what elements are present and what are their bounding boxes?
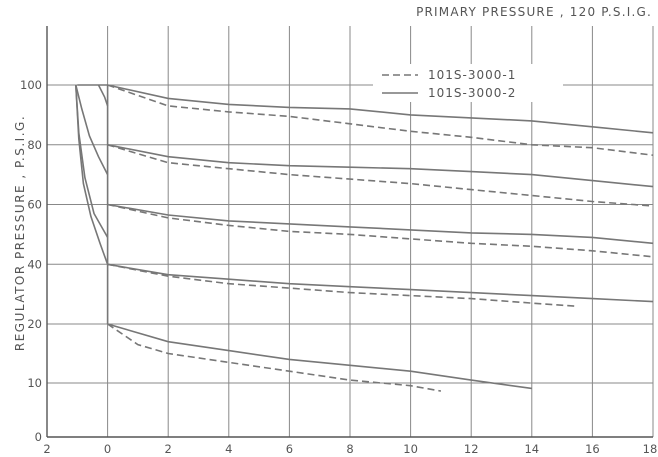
series-line-101s-3000-1 [107, 323, 442, 392]
y-tick-label: 60 [27, 198, 42, 212]
y-tick-label: 0 [35, 430, 42, 444]
legend: 101S-3000-1 101S-3000-2 [373, 64, 563, 102]
x-tick-label: 12 [464, 442, 479, 456]
x-tick-label: 14 [524, 442, 539, 456]
x-tick-label: 2 [165, 442, 172, 456]
axes [46, 26, 653, 438]
x-tick-label: 10 [403, 442, 418, 456]
legend-label: 101S-3000-1 [428, 68, 516, 82]
transition-curve [97, 84, 109, 107]
x-tick-label: 18 [643, 442, 658, 456]
legend-label: 101S-3000-2 [428, 86, 516, 100]
transition-curve [75, 84, 109, 265]
series-line-101s-3000-1 [107, 144, 654, 207]
grid [46, 26, 654, 437]
y-tick-label: 40 [27, 257, 42, 271]
series-line-101s-3000-1 [107, 203, 654, 258]
y-axis-label: REGULATOR PRESSURE , P.S.I.G. [13, 114, 27, 352]
series-line-101s-3000-1 [107, 84, 654, 156]
x-tick-label: 2 [43, 442, 50, 456]
transition-curve [75, 84, 109, 175]
legend-box [373, 64, 563, 102]
series-line-101s-3000-1 [107, 263, 575, 307]
curves [75, 84, 654, 392]
y-tick-label: 100 [20, 78, 42, 92]
x-tick-label: 8 [346, 442, 353, 456]
series-line-101s-3000-2 [107, 144, 654, 188]
y-tick-label: 80 [27, 138, 42, 152]
chart-title: PRIMARY PRESSURE , 120 P.S.I.G. [416, 5, 652, 19]
series-line-101s-3000-2 [107, 263, 654, 303]
x-tick-label: 4 [225, 442, 232, 456]
y-tick-label: 10 [27, 376, 42, 390]
x-tick-label: 16 [585, 442, 600, 456]
series-line-101s-3000-2 [107, 323, 532, 390]
x-tick-label: 0 [104, 442, 111, 456]
x-tick-label: 6 [286, 442, 293, 456]
series-line-101s-3000-2 [107, 203, 654, 245]
series-line-101s-3000-2 [77, 84, 654, 134]
y-tick-label: 20 [27, 317, 42, 331]
